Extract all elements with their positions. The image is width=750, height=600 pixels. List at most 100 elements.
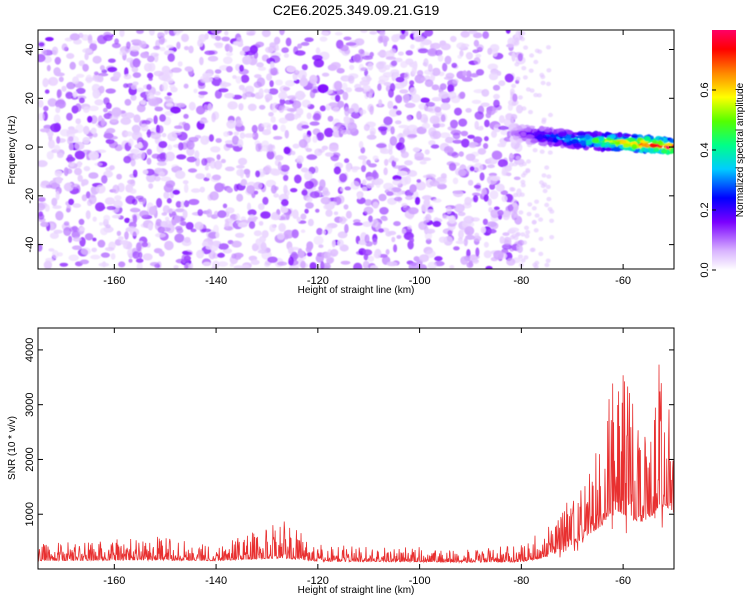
heatmap-cell — [80, 247, 91, 255]
heatmap-cell — [631, 134, 639, 139]
heatmap-cell — [182, 209, 188, 219]
heatmap-cell — [584, 140, 593, 146]
heatmap-cell — [657, 139, 663, 146]
heatmap-cell — [81, 34, 90, 41]
heatmap-cell — [506, 172, 512, 177]
heatmap-cell — [385, 249, 390, 255]
x-tick-label: -160 — [103, 575, 125, 587]
heatmap-cell — [425, 102, 436, 107]
heatmap-cell — [124, 98, 132, 106]
heatmap-cell — [390, 60, 398, 67]
heatmap-cell — [368, 215, 373, 223]
heatmap-cell — [68, 235, 73, 243]
heatmap-cell — [485, 265, 493, 269]
heatmap-cell — [369, 51, 374, 58]
heatmap-cell — [493, 121, 500, 129]
heatmap-cell — [53, 144, 61, 153]
heatmap-cell — [280, 124, 286, 132]
heatmap-cell — [316, 227, 323, 236]
heatmap-cell — [186, 156, 197, 163]
heatmap-cell — [457, 211, 466, 217]
heatmap-cell — [515, 155, 521, 161]
heatmap-cell — [95, 202, 105, 212]
heatmap-cell — [536, 134, 544, 141]
heatmap-cell — [298, 139, 308, 148]
spectrogram-y-label: Frequency (Hz) — [7, 116, 18, 185]
heatmap-cell — [48, 139, 55, 149]
heatmap-cell — [547, 150, 553, 155]
heatmap-cell — [438, 91, 450, 99]
heatmap-cell — [361, 76, 372, 82]
heatmap-cell — [378, 193, 387, 202]
heatmap-cell — [359, 109, 367, 115]
heatmap-cell — [353, 54, 361, 62]
heatmap-cell — [268, 88, 279, 95]
heatmap-cell — [450, 35, 457, 43]
heatmap-cell — [482, 31, 490, 39]
heatmap-cell — [223, 131, 230, 137]
heatmap-cell — [90, 254, 101, 260]
heatmap-cell — [123, 74, 132, 80]
spectrogram-panel: -160 -140 -120 -100 -80 -60 -40 -20 0 20 40 Heigh… — [7, 29, 675, 296]
heatmap-cell — [385, 56, 396, 60]
heatmap-cell — [258, 88, 264, 97]
heatmap-cell — [465, 52, 473, 60]
heatmap-cell — [597, 131, 602, 136]
heatmap-cell — [525, 134, 535, 139]
heatmap-cell — [328, 144, 339, 152]
heatmap-cell — [393, 157, 399, 162]
heatmap-cell — [277, 161, 282, 171]
heatmap-cell — [402, 127, 411, 137]
heatmap-cell — [238, 103, 244, 111]
heatmap-cell — [272, 46, 280, 52]
heatmap-cell — [124, 131, 133, 137]
heatmap-cell — [175, 201, 182, 208]
heatmap-cell — [164, 30, 169, 35]
heatmap-cell — [132, 58, 141, 68]
heatmap-cell — [465, 108, 472, 113]
heatmap-cell — [236, 193, 244, 202]
heatmap-cell — [132, 81, 139, 86]
heatmap-cell — [545, 258, 551, 263]
heatmap-cell — [273, 136, 283, 140]
heatmap-cell — [322, 187, 329, 196]
heatmap-cell — [150, 132, 162, 140]
heatmap-cell — [531, 206, 537, 211]
heatmap-cell — [141, 120, 151, 125]
heatmap-cell — [281, 198, 289, 207]
heatmap-cell — [358, 48, 365, 55]
heatmap-cell — [469, 73, 480, 78]
heatmap-cell — [188, 45, 194, 54]
heatmap-cell — [176, 102, 186, 108]
heatmap-cell — [440, 114, 446, 122]
heatmap-cell — [533, 92, 539, 98]
heatmap-cell — [257, 249, 268, 254]
heatmap-cell — [425, 107, 434, 112]
heatmap-cell — [432, 198, 442, 203]
heatmap-cell — [155, 218, 162, 227]
heatmap-cell — [38, 42, 45, 47]
heatmap-cell — [156, 161, 167, 166]
heatmap-cell — [140, 51, 150, 59]
heatmap-cell — [412, 147, 421, 153]
heatmap-cell — [156, 198, 163, 208]
heatmap-cell — [522, 240, 528, 245]
heatmap-cell — [137, 141, 143, 149]
heatmap-cell — [54, 56, 61, 65]
heatmap-cell — [514, 232, 520, 237]
heatmap-cell — [414, 151, 425, 161]
heatmap-cell — [266, 73, 272, 81]
heatmap-cell — [39, 128, 51, 133]
heatmap-cell — [360, 67, 368, 72]
heatmap-cell — [511, 52, 516, 62]
heatmap-cell — [448, 162, 457, 171]
heatmap-cell — [294, 174, 302, 184]
heatmap-cell — [217, 210, 227, 219]
heatmap-cell — [439, 132, 451, 139]
heatmap-cell — [345, 210, 352, 219]
heatmap-cell — [201, 158, 208, 166]
heatmap-cell — [294, 50, 306, 56]
heatmap-cell — [216, 154, 221, 161]
heatmap-cell — [214, 160, 223, 170]
heatmap-cell — [253, 81, 262, 88]
